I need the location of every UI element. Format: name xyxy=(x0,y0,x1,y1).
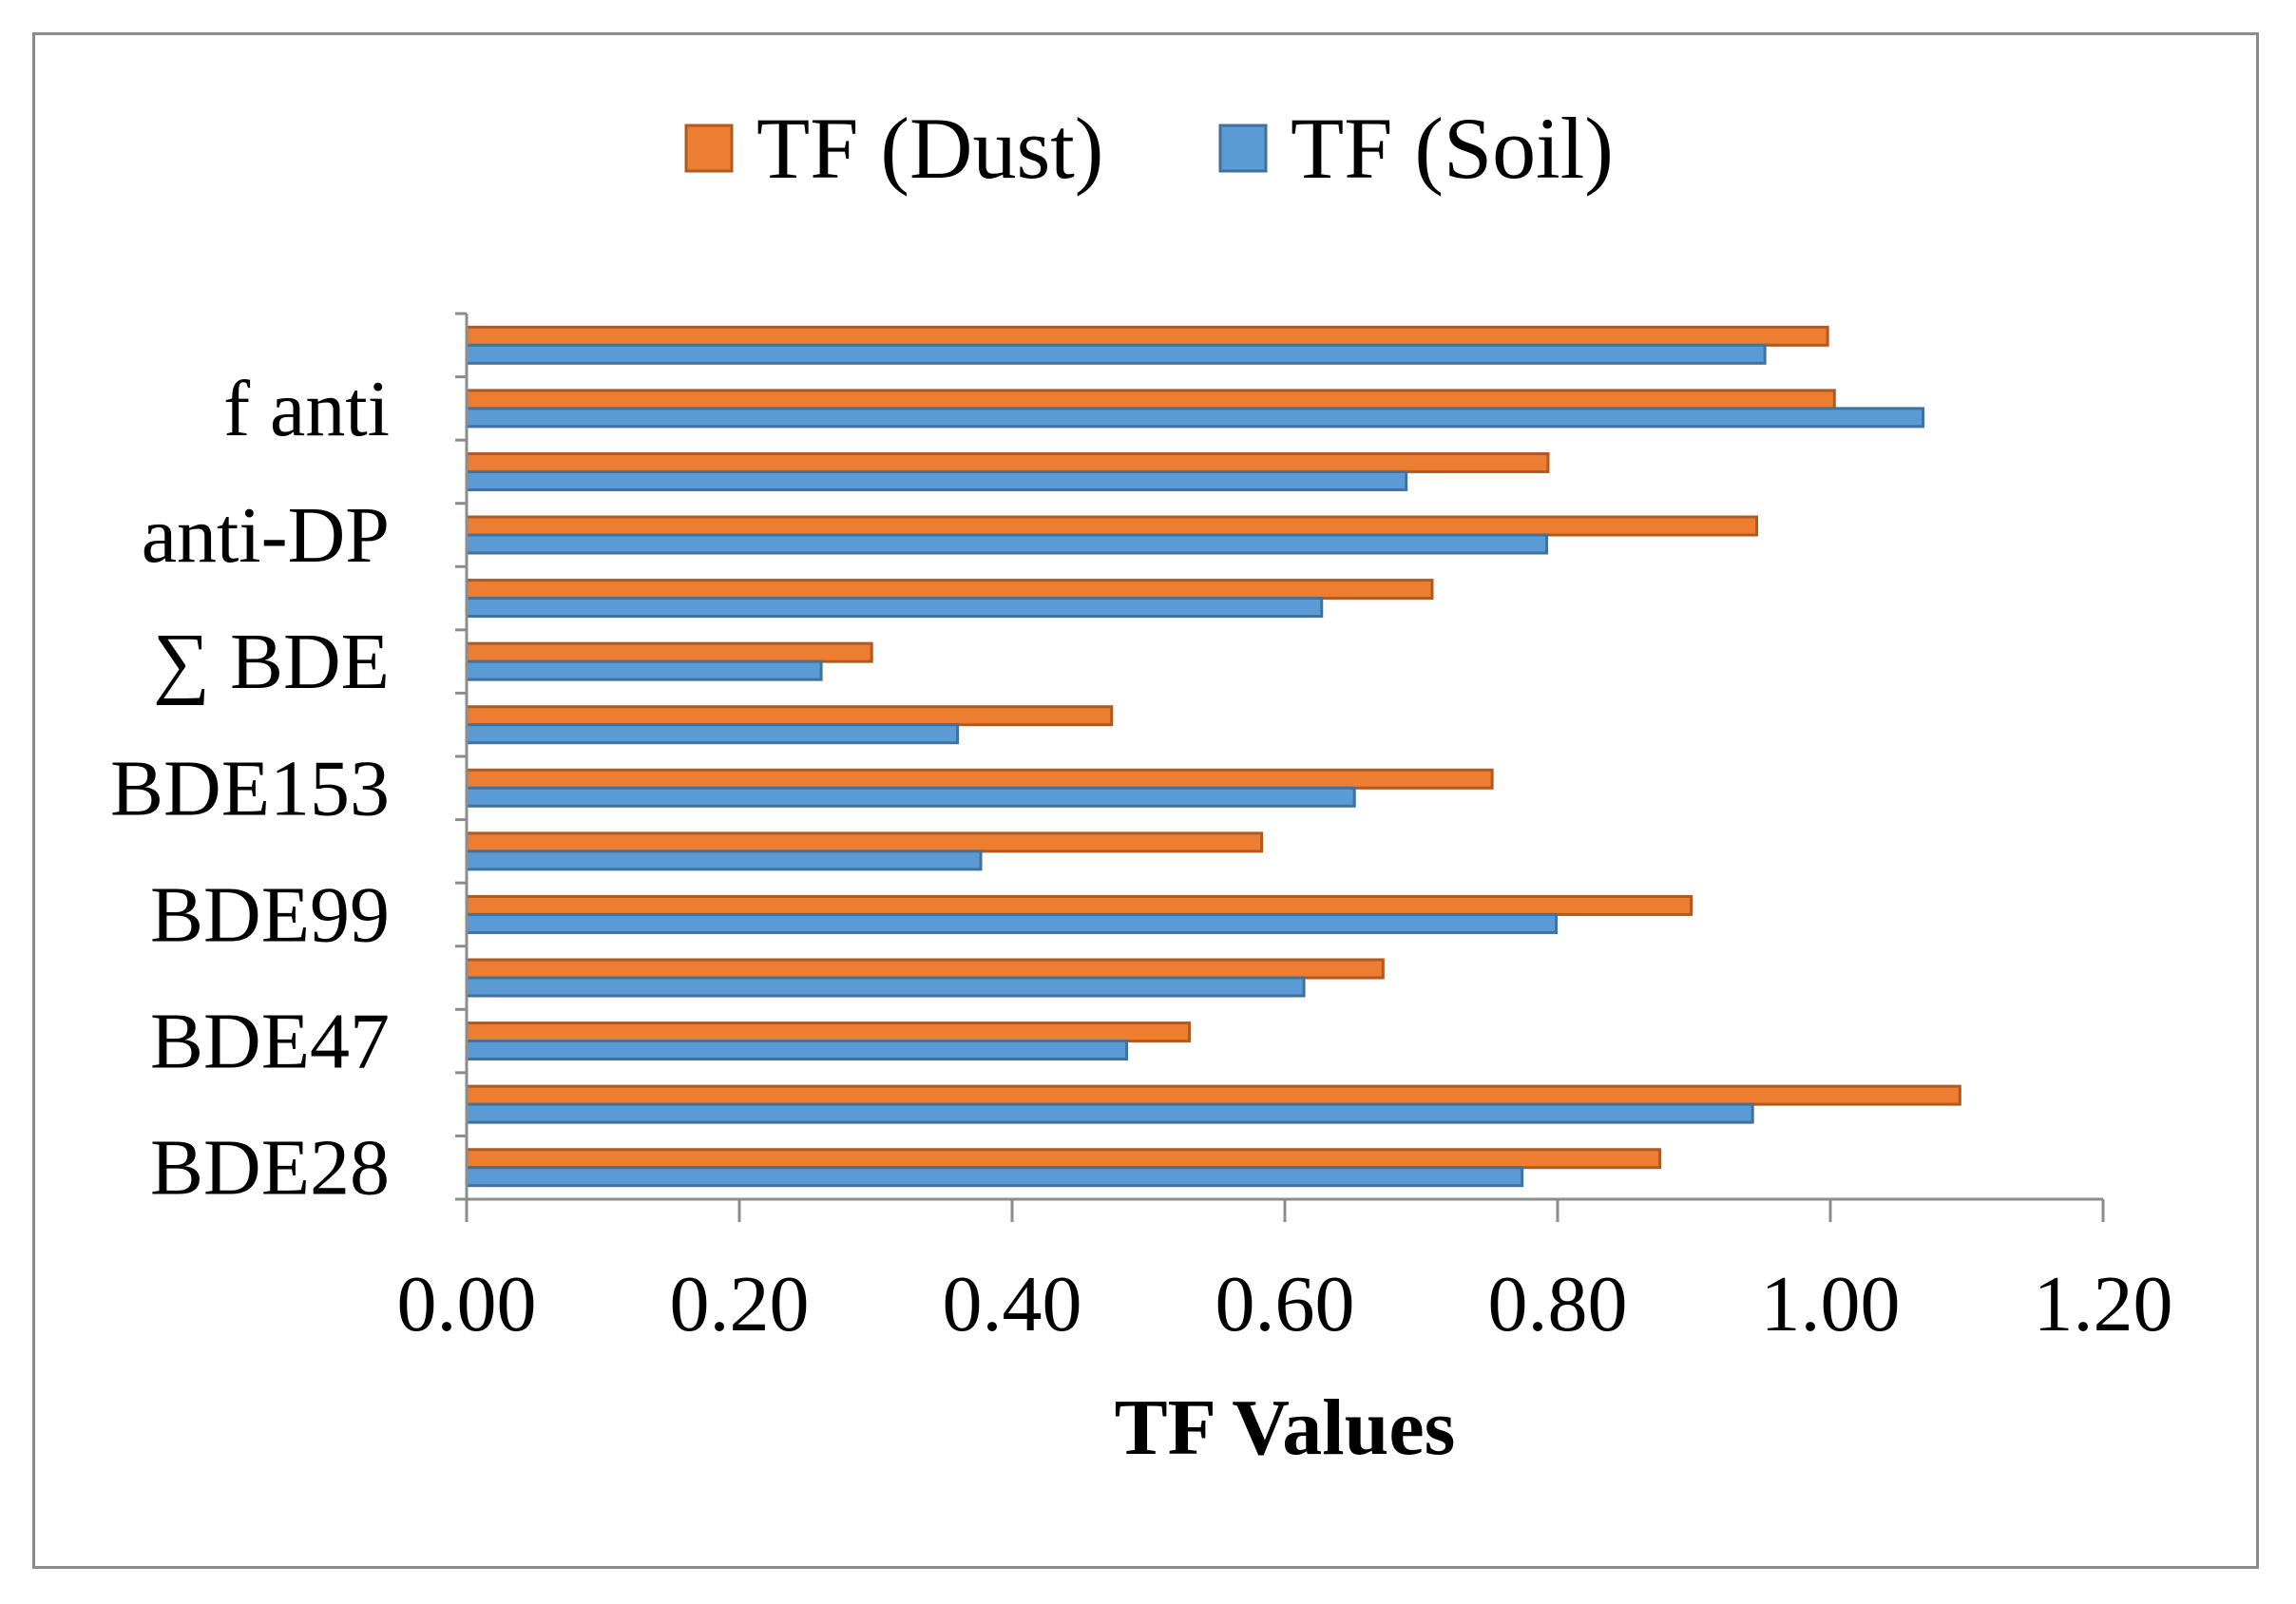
bar-soil-9 xyxy=(465,597,1324,619)
legend-label-dust: TF (Dust) xyxy=(756,100,1103,197)
bar-dust-13 xyxy=(465,325,1829,347)
x-tick-label-2: 0.40 xyxy=(943,1260,1082,1348)
bar-dust-2 xyxy=(465,1022,1192,1043)
bar-soil-1 xyxy=(465,1102,1754,1124)
bar-dust-3 xyxy=(465,958,1385,980)
bar-dust-7 xyxy=(465,705,1114,727)
category-label-12: f anti xyxy=(223,365,390,453)
bar-dust-1 xyxy=(465,1084,1961,1106)
x-tick-label-1: 0.20 xyxy=(670,1260,810,1348)
x-tick-label-5: 1.00 xyxy=(1761,1260,1901,1348)
bar-soil-2 xyxy=(465,1040,1129,1061)
bar-dust-10 xyxy=(465,515,1759,537)
bar-soil-3 xyxy=(465,976,1306,998)
x-tick-label-0: 0.00 xyxy=(397,1260,537,1348)
bar-soil-7 xyxy=(465,723,960,745)
legend: TF (Dust) TF (Soil) xyxy=(684,100,1614,197)
labels: BDE28 BDE47 BDE99 BDE153 ∑ BDE anti-DP f anti 0… xyxy=(110,365,2173,1348)
bar-soil-4 xyxy=(465,912,1559,934)
x-tick-label-4: 0.80 xyxy=(1488,1260,1628,1348)
category-label-6: BDE153 xyxy=(110,744,390,832)
category-label-10: anti-DP xyxy=(142,491,390,580)
x-axis-title: TF Values xyxy=(1115,1384,1456,1472)
x-tick-label-3: 0.60 xyxy=(1215,1260,1355,1348)
category-label-4: BDE99 xyxy=(150,870,390,959)
bars xyxy=(465,325,1961,1188)
bar-soil-5 xyxy=(465,850,983,871)
bar-dust-9 xyxy=(465,579,1434,601)
legend-swatch-soil xyxy=(1218,124,1268,173)
bar-dust-4 xyxy=(465,894,1693,916)
bar-soil-6 xyxy=(465,786,1356,808)
bar-soil-12 xyxy=(465,407,1925,429)
axes xyxy=(455,312,2105,1222)
category-label-2: BDE47 xyxy=(150,998,390,1086)
bar-dust-8 xyxy=(465,641,873,663)
legend-label-soil: TF (Soil) xyxy=(1291,100,1614,197)
bar-dust-11 xyxy=(465,451,1550,473)
legend-swatch-dust xyxy=(684,124,734,173)
category-label-8: ∑ BDE xyxy=(153,618,390,706)
x-tick-label-6: 1.20 xyxy=(2034,1260,2173,1348)
category-label-0: BDE28 xyxy=(150,1124,390,1213)
bar-soil-13 xyxy=(465,343,1767,365)
bar-dust-5 xyxy=(465,831,1264,853)
bar-dust-12 xyxy=(465,389,1836,411)
bar-soil-8 xyxy=(465,659,823,681)
bar-soil-10 xyxy=(465,533,1549,555)
bar-dust-0 xyxy=(465,1148,1662,1170)
bar-soil-0 xyxy=(465,1166,1524,1188)
bar-dust-6 xyxy=(465,768,1494,790)
bar-soil-11 xyxy=(465,469,1408,491)
